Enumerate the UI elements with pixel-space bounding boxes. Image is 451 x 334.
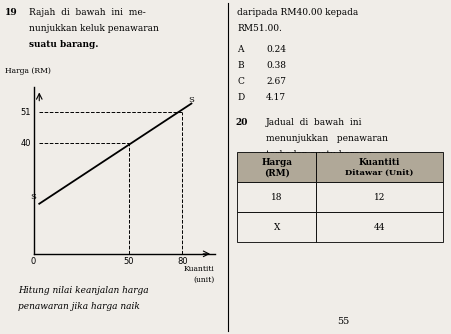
Text: daripada RM40.00 kepada: daripada RM40.00 kepada <box>237 8 358 17</box>
Text: 0.38: 0.38 <box>265 61 285 70</box>
Text: (unit): (unit) <box>193 276 214 284</box>
Text: B: B <box>237 61 243 70</box>
Text: Harga (RM): Harga (RM) <box>5 67 50 75</box>
Text: suatu barang.: suatu barang. <box>29 40 99 49</box>
Text: 4.17: 4.17 <box>265 93 285 102</box>
Text: terhadap suatu barang.: terhadap suatu barang. <box>265 150 373 159</box>
Text: penawaran jika harga naik: penawaran jika harga naik <box>18 302 140 311</box>
Text: A: A <box>237 45 243 54</box>
Text: 18: 18 <box>271 193 282 201</box>
Text: Kuantiti: Kuantiti <box>184 265 214 273</box>
Text: Jadual  di  bawah  ini: Jadual di bawah ini <box>265 118 362 127</box>
Text: 12: 12 <box>373 193 385 201</box>
Text: 20: 20 <box>235 118 247 127</box>
Text: menunjukkan   penawaran: menunjukkan penawaran <box>265 134 387 143</box>
Text: Rajah  di  bawah  ini  me-: Rajah di bawah ini me- <box>29 8 146 17</box>
Text: 19: 19 <box>5 8 17 17</box>
Text: 44: 44 <box>373 223 385 231</box>
Text: 0.24: 0.24 <box>265 45 285 54</box>
Text: RM51.00.: RM51.00. <box>237 24 281 33</box>
Text: Harga: Harga <box>261 158 292 167</box>
Text: D: D <box>237 93 244 102</box>
Text: (RM): (RM) <box>263 169 289 177</box>
Text: C: C <box>237 77 244 86</box>
Text: S: S <box>30 193 36 201</box>
Text: X: X <box>273 223 280 231</box>
Text: 55: 55 <box>336 317 349 326</box>
Text: 2.67: 2.67 <box>265 77 285 86</box>
Text: Kuantiti: Kuantiti <box>358 158 400 167</box>
Text: Ditawar (Unit): Ditawar (Unit) <box>345 169 413 177</box>
Text: nunjukkan keluk penawaran: nunjukkan keluk penawaran <box>29 24 159 33</box>
Text: 0: 0 <box>30 257 36 266</box>
Text: Hitung nilai keanjalan harga: Hitung nilai keanjalan harga <box>18 286 148 295</box>
Text: S: S <box>188 96 193 104</box>
